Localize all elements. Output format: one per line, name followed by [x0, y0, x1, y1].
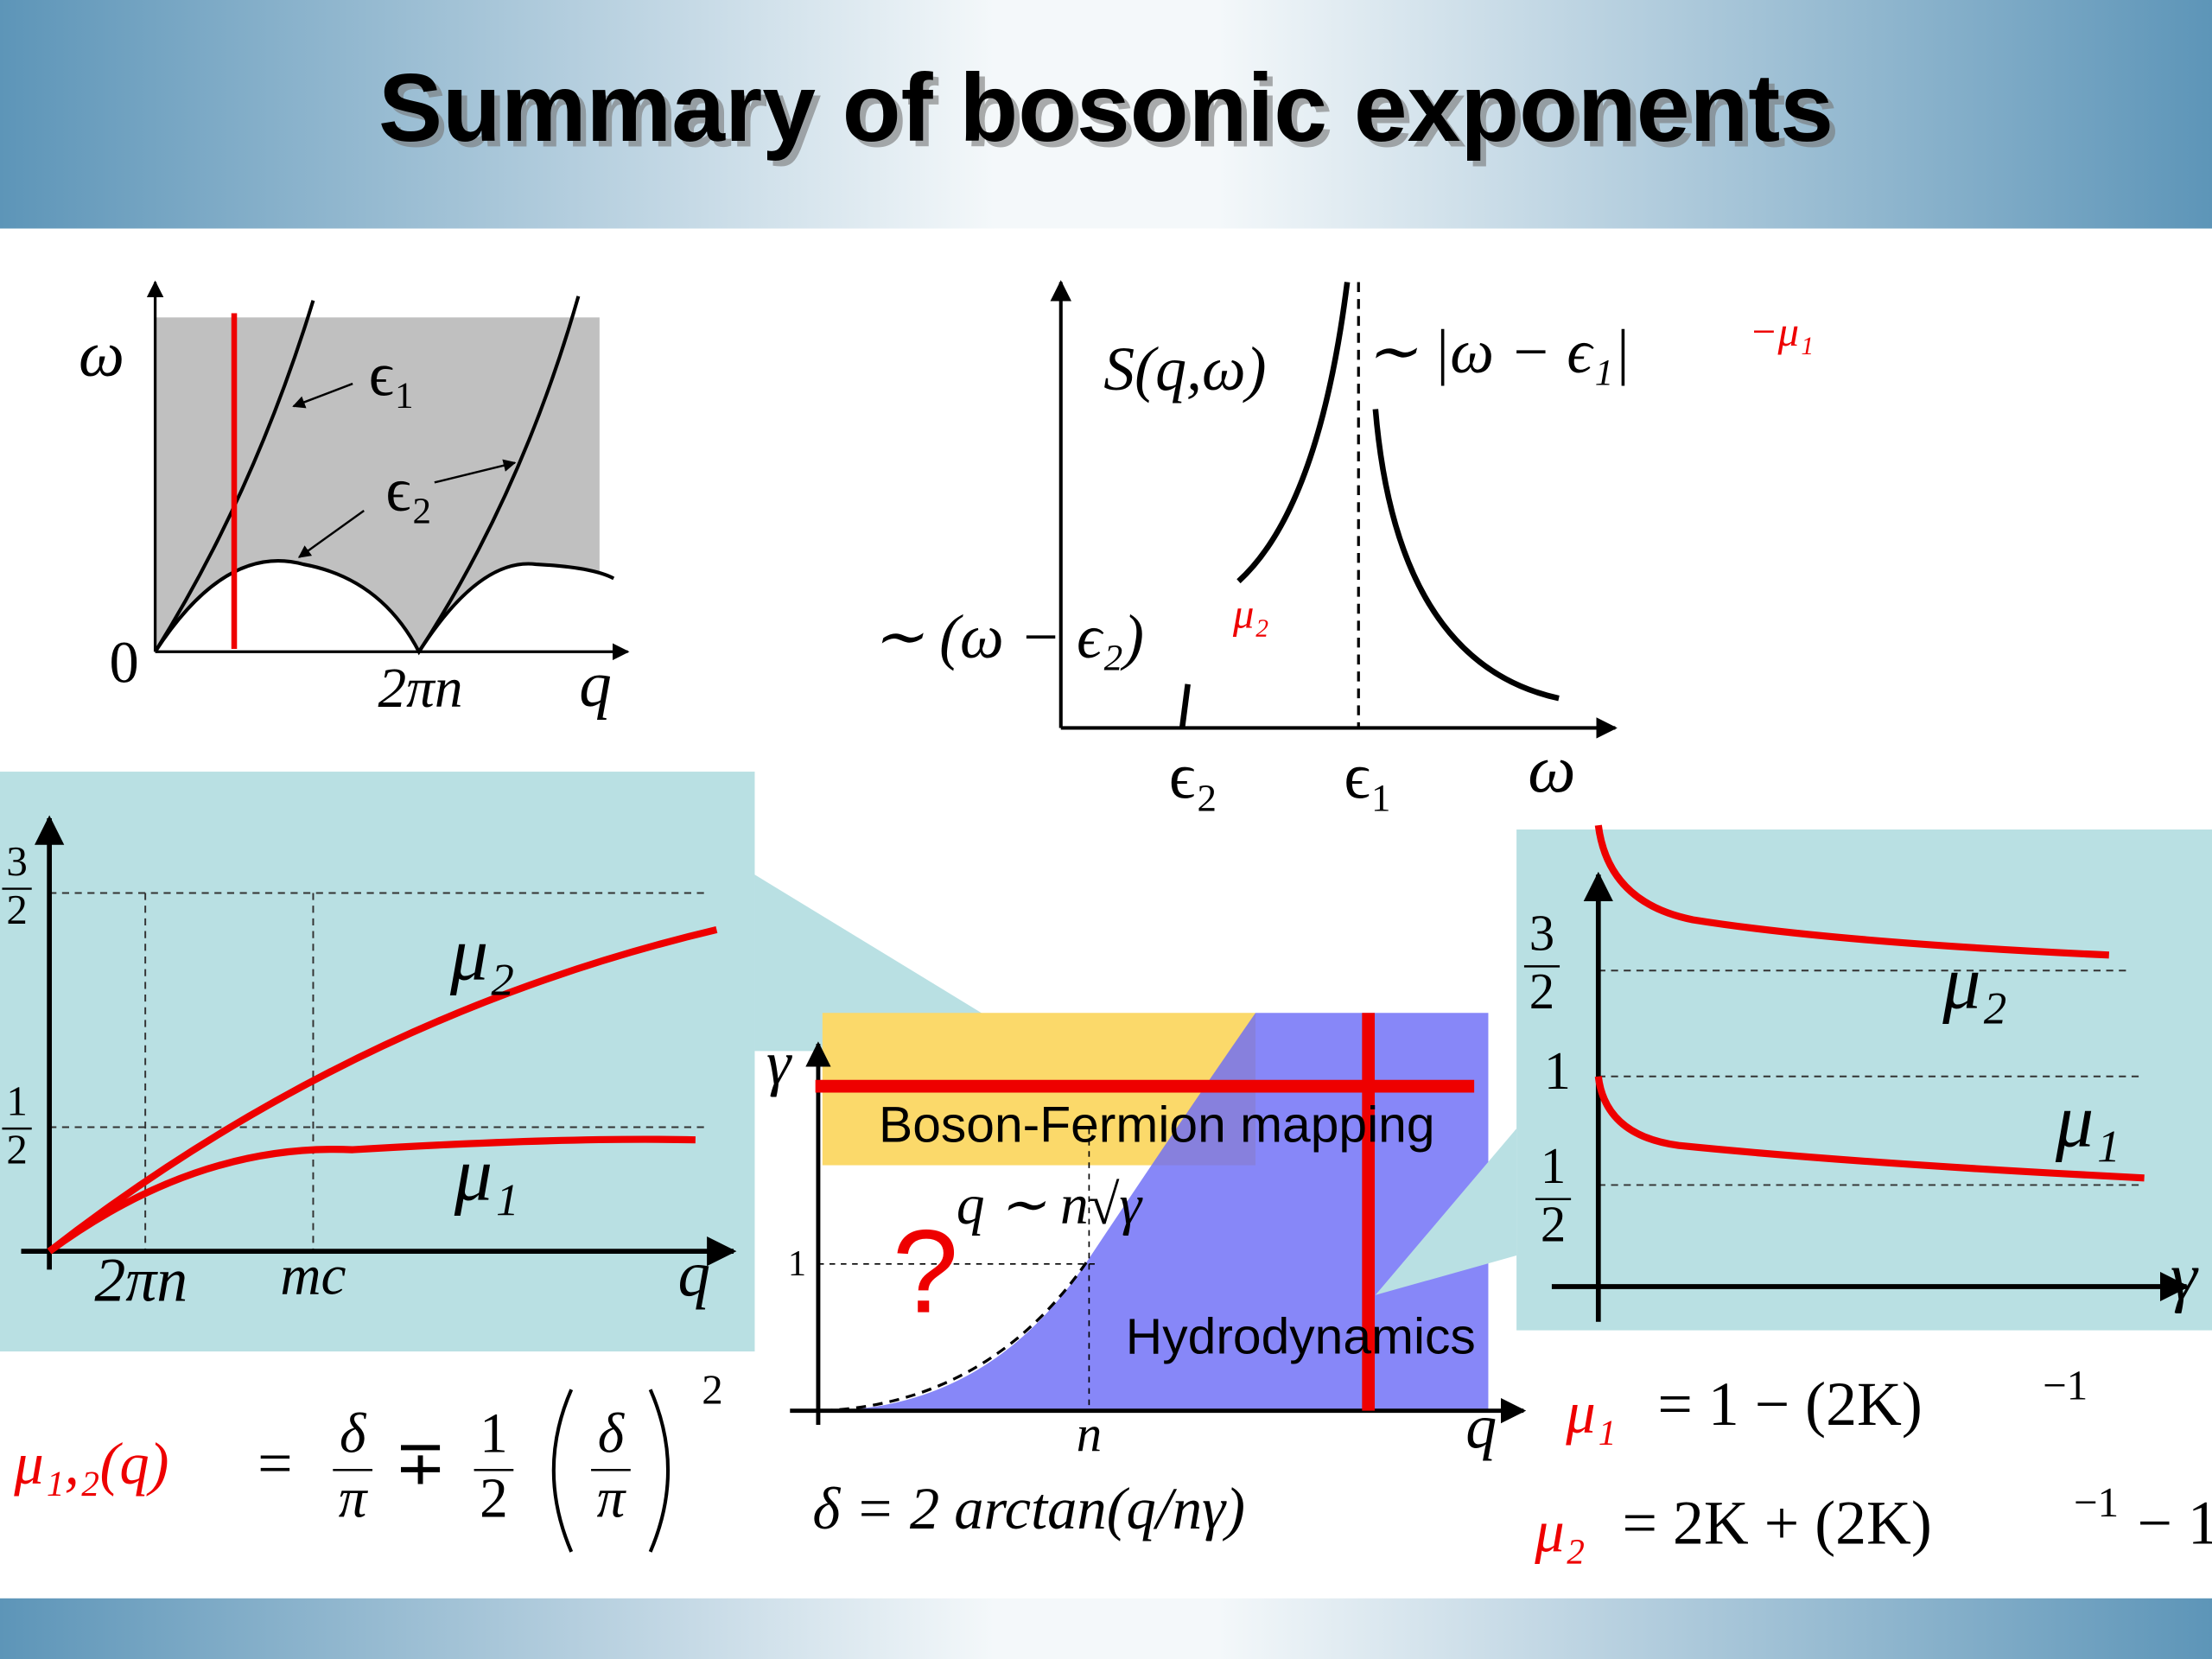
exponents-gamma-panel	[1375, 824, 2212, 1331]
formula: δ = 2 arctan(q/nγ)	[812, 1476, 1245, 1541]
fraction-denominator: π	[339, 1467, 369, 1529]
fraction-denominator: 2	[6, 1126, 27, 1173]
tick-label: ϵ₂	[1169, 741, 1218, 812]
tick-label: 2πn	[378, 658, 463, 720]
fraction-numerator: 1	[6, 1077, 27, 1124]
fraction-numerator: 1	[1541, 1138, 1566, 1194]
axis-label: γ	[2171, 1239, 2199, 1314]
header-band	[0, 0, 2212, 229]
fraction-denominator: π	[597, 1467, 627, 1529]
slide-title: Summary of bosonic exponents	[378, 54, 1834, 162]
formula-lhs: μ₁	[1565, 1380, 1616, 1446]
formula-exponent: 2	[702, 1365, 722, 1413]
fraction-numerator: 3	[6, 837, 27, 885]
axis-label: ω	[79, 319, 124, 391]
curve-label: ϵ₂	[385, 455, 432, 524]
axis-label: q	[677, 1239, 710, 1311]
fraction-numerator: 1	[480, 1402, 508, 1465]
fraction-numerator: δ	[340, 1402, 367, 1465]
formula-exponent: −1	[2043, 1361, 2088, 1408]
asymptotic-law: ∼ (ω − ϵ₂)	[872, 602, 1144, 671]
curve-label: ϵ₁	[369, 340, 416, 409]
exponent: −μ₁	[1749, 308, 1814, 355]
asymptotic-law: ∼ |ω − ϵ₁|	[1365, 317, 1630, 386]
region-label: Hydrodynamics	[1126, 1309, 1476, 1365]
formula-operator: =	[257, 1429, 293, 1498]
tick-label: 2πn	[94, 1245, 188, 1314]
formula-lhs: μ₂	[1534, 1498, 1585, 1564]
tick-label: n	[1077, 1406, 1102, 1462]
exponent: μ₂	[1232, 589, 1269, 637]
formula-rhs: = 2K + (2K)	[1623, 1488, 1932, 1557]
formula-operator: ∓	[394, 1429, 446, 1498]
formula-rhs: − 1	[2137, 1488, 2212, 1557]
curve-label: μ₂	[449, 912, 515, 997]
fraction-denominator: 2	[1529, 963, 1554, 1020]
fraction-denominator: 2	[480, 1467, 508, 1529]
fraction-denominator: 2	[1541, 1197, 1566, 1253]
axis-label: γ	[766, 1028, 792, 1097]
paren	[648, 1389, 671, 1553]
exponents-q-panel	[0, 772, 1045, 1352]
paren	[551, 1389, 574, 1553]
axis-label: q	[1465, 1392, 1497, 1461]
tick-label: 1	[788, 1243, 806, 1284]
fraction-denominator: 2	[6, 886, 27, 933]
tick-label: 1	[1544, 1042, 1571, 1101]
axis-label: ω	[1528, 731, 1575, 806]
fraction-numerator: 3	[1529, 906, 1554, 962]
region-label: Boson-Fermion mapping	[879, 1097, 1434, 1154]
tick-label: 0	[110, 630, 139, 696]
phase-diagram	[790, 1013, 1527, 1425]
footer-band	[0, 1598, 2212, 1659]
curve-label: μ₁	[2055, 1078, 2120, 1163]
axis-label: S(q,ω)	[1103, 334, 1266, 404]
formula-rhs: = 1 − (2K)	[1657, 1370, 1922, 1439]
curve-label: μ₁	[454, 1132, 519, 1217]
formula-lhs: μ₁,₂(q)	[13, 1431, 168, 1497]
axis-label: q	[579, 649, 612, 721]
question-mark: ?	[893, 1206, 958, 1338]
fraction-numerator: δ	[598, 1402, 626, 1465]
structure-factor-panel	[1050, 280, 1618, 739]
tick-label: ϵ₁	[1344, 741, 1393, 812]
crossover-label: q ∼ n√γ	[957, 1174, 1143, 1236]
tick-label: mc	[280, 1244, 346, 1306]
formula-exponent: −1	[2074, 1478, 2119, 1526]
dispersion-panel	[146, 280, 630, 664]
title-shadow: Summary of bosonic exponents	[385, 60, 1840, 168]
curve-label: μ₂	[1942, 940, 2007, 1025]
